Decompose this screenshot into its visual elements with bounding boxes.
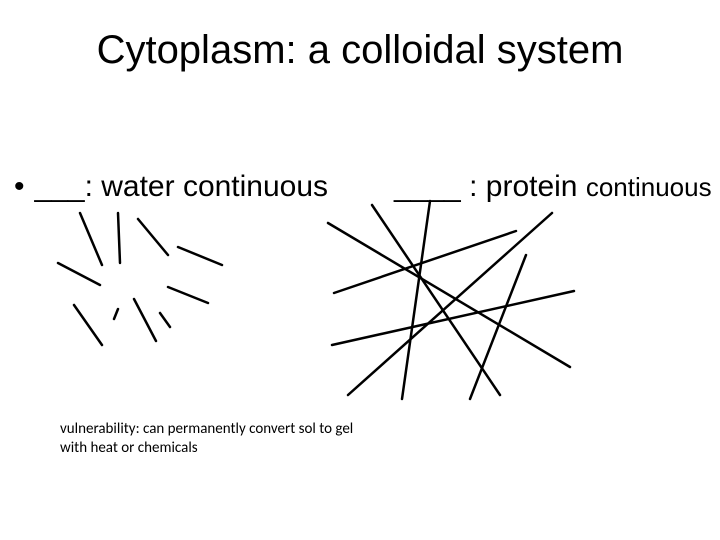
label-2-cont: continuous (586, 172, 712, 202)
label-1-text: : water continuous (85, 170, 328, 204)
diagram-gel (320, 195, 580, 405)
diagram-sol (40, 205, 240, 375)
bullet-marker: • (14, 170, 25, 204)
caption-text: vulnerability: can permanently convert s… (60, 420, 360, 458)
blank-1: ___ (35, 170, 85, 204)
slide-title: Cytoplasm: a colloidal system (0, 28, 720, 73)
bullet-line-1: • ___ : water continuous (14, 170, 328, 204)
